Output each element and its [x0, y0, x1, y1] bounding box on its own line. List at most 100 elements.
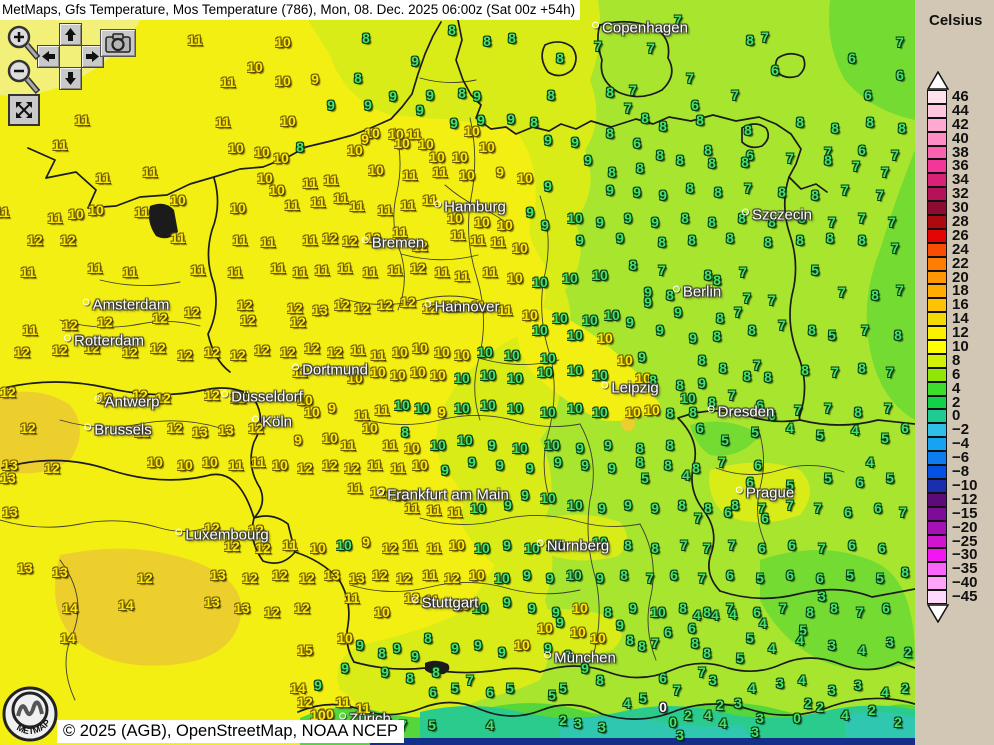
scale-label: −35 [952, 560, 978, 578]
pan-down-button[interactable] [59, 67, 82, 90]
scale-swatch [927, 534, 947, 549]
scale-swatch [927, 326, 947, 341]
scale-row: −10 [927, 476, 978, 494]
scale-label: −30 [952, 546, 978, 564]
scale-label: 10 [952, 338, 969, 356]
scale-row: −45 [927, 588, 978, 606]
scale-label: 8 [952, 351, 961, 369]
scale-row: 0 [927, 409, 977, 423]
scale-label: −10 [952, 476, 978, 494]
scale-swatch [927, 437, 947, 452]
scale-swatch [927, 242, 947, 257]
scale-label: 44 [952, 101, 969, 119]
scale-row: 6 [927, 365, 977, 383]
arrow-right-icon [86, 51, 99, 62]
scale-row: 44 [927, 101, 977, 119]
scale-label: −8 [952, 463, 970, 481]
scale-row: 16 [927, 297, 977, 313]
scale-label: −2 [952, 421, 970, 439]
scale-swatch [927, 423, 947, 438]
scale-swatch [927, 478, 947, 493]
scale-swatch [927, 103, 947, 118]
scale-row: 20 [927, 268, 977, 286]
scale-swatch [927, 367, 947, 382]
arrow-up-icon [65, 28, 76, 41]
scale-swatch [927, 409, 947, 424]
metmaps-logo: METMAPS [2, 686, 58, 742]
scale-row: −35 [927, 560, 978, 578]
scale-top-arrow [927, 71, 949, 90]
scale-label: 22 [952, 254, 969, 272]
scale-swatch [927, 353, 947, 368]
zoom-out-icon[interactable] [6, 58, 42, 98]
scale-row: 12 [927, 324, 977, 342]
zoom-in-icon[interactable] [6, 24, 42, 64]
scale-label: −15 [952, 504, 978, 522]
scale-label: −20 [952, 518, 978, 536]
fullscreen-button[interactable] [8, 94, 40, 126]
scale-label: 0 [952, 407, 961, 425]
scale-swatch [927, 576, 947, 591]
scale-swatch [927, 562, 947, 577]
scale-label: −4 [952, 435, 970, 453]
scale-label: 4 [952, 379, 961, 397]
scale-swatch [927, 492, 947, 507]
scale-swatch [927, 548, 947, 563]
scale-swatch [927, 298, 947, 313]
scale-swatch [927, 145, 947, 160]
pan-up-button[interactable] [59, 23, 82, 46]
scale-label: 20 [952, 268, 969, 286]
scale-swatch [927, 187, 947, 202]
scale-row: −40 [927, 574, 978, 592]
scale-label: 40 [952, 129, 969, 147]
arrow-down-icon [65, 72, 76, 85]
scale-label: −45 [952, 588, 978, 606]
scale-swatch [927, 131, 947, 146]
scale-label: −6 [952, 449, 970, 467]
arrow-left-icon [42, 51, 55, 62]
scale-swatch [927, 284, 947, 299]
scale-bottom-arrow [927, 604, 949, 623]
scale-row: 22 [927, 254, 977, 272]
scale-row: 8 [927, 351, 977, 369]
scale-swatch [927, 117, 947, 132]
scale-swatch [927, 228, 947, 243]
scale-row: 24 [927, 242, 977, 257]
scale-row: 2 [927, 393, 977, 411]
scale-label: −40 [952, 574, 978, 592]
state-borders [0, 77, 845, 701]
scale-row: 14 [927, 310, 977, 328]
scale-label: 14 [952, 310, 969, 328]
scale-swatch [927, 590, 947, 604]
scale-row: 38 [927, 145, 977, 160]
color-scale-sidebar: Celsius 46 44 42 40 38 36 34 32 30 28 26 24 22 20 18 16… [915, 0, 994, 745]
scale-label: 12 [952, 324, 969, 342]
scale-swatch [927, 270, 947, 285]
scale-row: 32 [927, 186, 977, 202]
map-canvas[interactable] [0, 0, 915, 745]
scale-swatch [927, 201, 947, 216]
scale-label: 26 [952, 226, 969, 244]
scale-swatch [927, 465, 947, 479]
scale-label: 42 [952, 115, 969, 133]
scale-label: 28 [952, 213, 969, 231]
scale-row: 46 [927, 88, 977, 105]
copyright-line: © 2025 (AGB), OpenStreetMap, NOAA NCEP [57, 720, 404, 743]
scale-row: −4 [927, 435, 977, 453]
scale-row: 4 [927, 379, 977, 397]
scale-row: −6 [927, 449, 977, 467]
scale-swatch [927, 340, 947, 354]
scale-label: 2 [952, 393, 961, 411]
scale-label: 6 [952, 365, 961, 383]
snapshot-button[interactable] [100, 29, 136, 57]
scale-row: 40 [927, 129, 977, 147]
scale-row: −20 [927, 518, 978, 536]
scale-label: 46 [952, 88, 969, 105]
camera-icon [105, 33, 131, 53]
scale-row: 26 [927, 226, 977, 244]
scale-swatch [927, 173, 947, 188]
scale-row: 36 [927, 159, 977, 173]
map-title: MetMaps, Gfs Temperature, Mos Temperatur… [0, 0, 581, 20]
scale-label: −25 [952, 532, 978, 550]
